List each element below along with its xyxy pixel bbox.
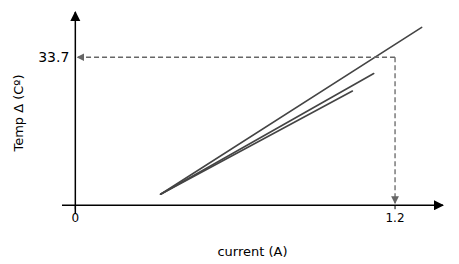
x-tick: [75, 205, 76, 209]
x-axis-label: current (A): [217, 244, 287, 259]
x-tick: [395, 205, 396, 209]
x-axis: [62, 204, 443, 206]
y-axis-label: Temp Δ (Cº): [11, 74, 26, 152]
annotation-label: 33.7: [38, 49, 69, 65]
x-tick-label: 1.2: [385, 211, 404, 225]
lines: [161, 27, 422, 194]
x-tick-label: 0: [72, 211, 80, 225]
data-line: [161, 91, 353, 194]
data-line: [161, 27, 422, 194]
y-axis: [75, 12, 77, 214]
data-line: [161, 73, 374, 194]
guide-horizontal: [77, 57, 395, 58]
guide-vertical: [394, 57, 395, 203]
chart: 0 1.2 33.7 current (A) Temp Δ (Cº): [0, 0, 459, 264]
